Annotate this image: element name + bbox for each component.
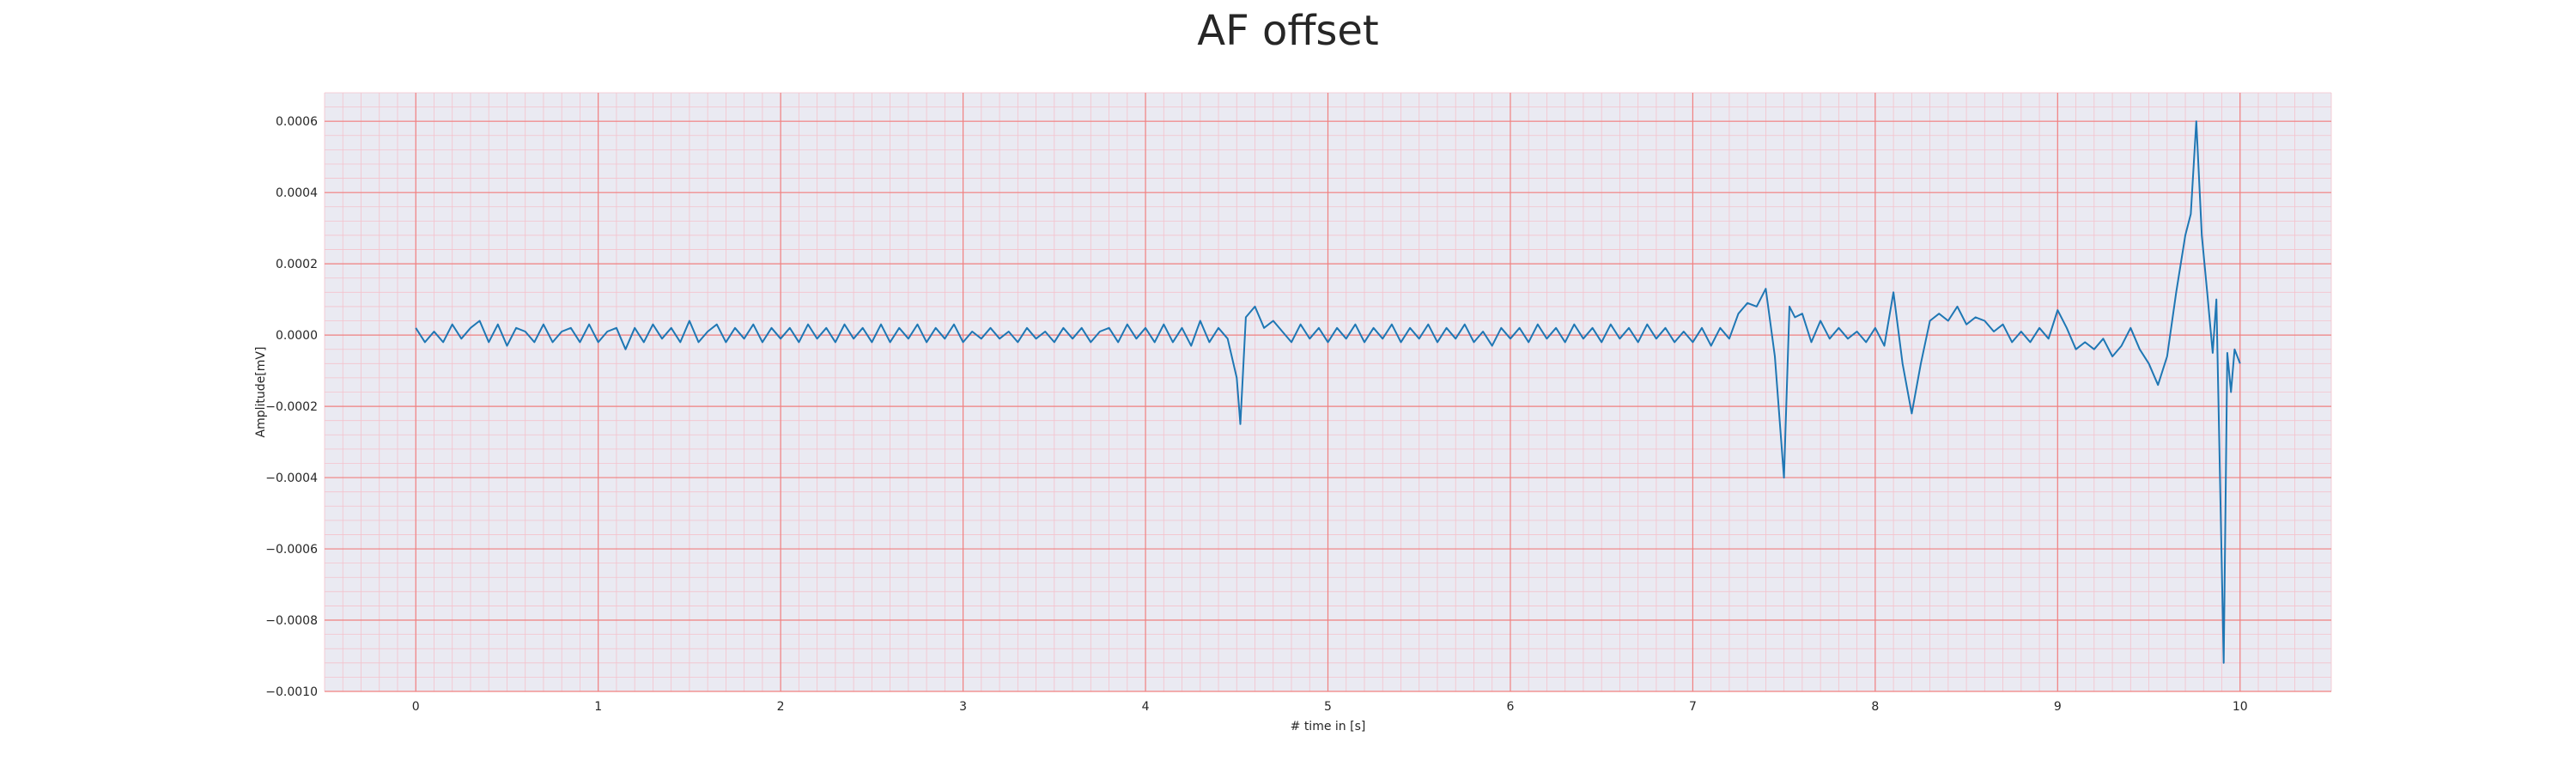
x-tick-label: 7 xyxy=(1689,700,1697,714)
x-tick-labels: 0 1 2 3 4 5 6 7 8 9 10 xyxy=(412,700,2248,714)
x-tick-label: 1 xyxy=(594,700,602,714)
x-tick-label: 2 xyxy=(777,700,785,714)
x-tick-label: 5 xyxy=(1324,700,1332,714)
y-axis-title: Amplitude[mV] xyxy=(254,347,268,438)
y-tick-labels: −0.0010 −0.0008 −0.0006 −0.0004 −0.0002 0.000… xyxy=(265,115,318,699)
y-tick-label: −0.0004 xyxy=(265,472,318,485)
x-tick-label: 6 xyxy=(1506,700,1514,714)
y-tick-label: 0.0002 xyxy=(276,258,318,271)
series-line xyxy=(415,120,2241,664)
x-tick-label: 4 xyxy=(1142,700,1150,714)
x-axis-title: # time in [s] xyxy=(1291,720,1366,733)
x-tick-label: 9 xyxy=(2054,700,2062,714)
series-layer xyxy=(415,120,2241,664)
y-tick-label: −0.0002 xyxy=(265,400,318,414)
major-grid xyxy=(325,93,2331,692)
y-tick-label: −0.0010 xyxy=(265,685,318,699)
x-tick-label: 10 xyxy=(2233,700,2248,714)
y-tick-label: 0.0004 xyxy=(276,186,318,200)
x-tick-label: 8 xyxy=(1871,700,1879,714)
chart-title: AF offset xyxy=(1197,7,1379,55)
y-tick-label: −0.0006 xyxy=(265,543,318,557)
y-tick-label: 0.0006 xyxy=(276,115,318,129)
x-tick-label: 0 xyxy=(412,700,420,714)
x-tick-label: 3 xyxy=(959,700,967,714)
y-tick-label: 0.0000 xyxy=(276,329,318,343)
y-tick-label: −0.0008 xyxy=(265,614,318,628)
